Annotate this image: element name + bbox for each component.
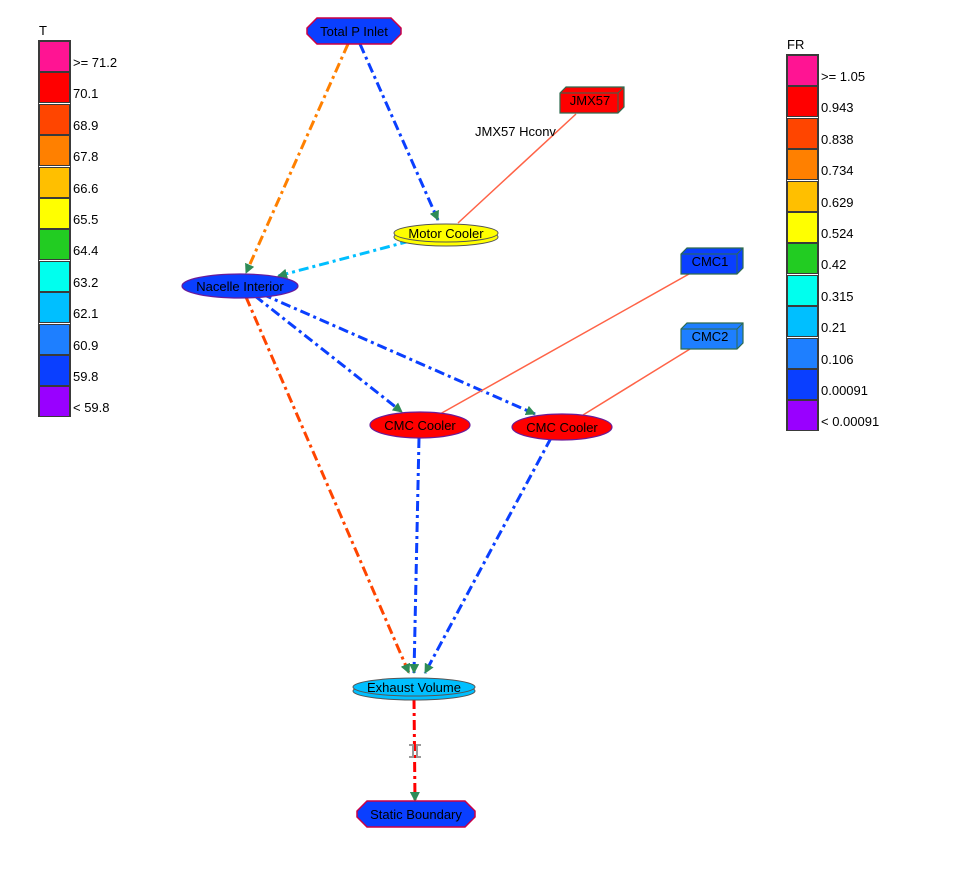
legend-swatch: [39, 260, 70, 292]
legend-swatch: [787, 243, 818, 275]
cmc1-node[interactable]: CMC1: [680, 247, 744, 275]
legend-swatch: [787, 274, 818, 306]
legend-swatch: [39, 198, 70, 229]
static-boundary-node[interactable]: Static Boundary: [356, 800, 476, 828]
flow-edge-nacelle_interior-to-exhaust_volume[interactable]: [244, 296, 411, 674]
legend-label: 62.1: [73, 306, 99, 322]
flow-edge-nacelle_interior-to-cmc_cooler_2[interactable]: [261, 292, 536, 416]
legend-label: 0.315: [821, 288, 854, 304]
legend-label: 0.106: [821, 351, 854, 367]
legend-swatch: [39, 41, 70, 72]
legend-label: 0.734: [821, 163, 854, 179]
legend-swatch: [39, 292, 70, 324]
legend-swatch: [39, 323, 70, 355]
legend-label: < 0.00091: [821, 414, 880, 430]
legend-swatch: [787, 117, 818, 149]
legend-label: 0.838: [821, 131, 854, 147]
legend-swatch: [787, 369, 818, 400]
legend-swatch: [787, 306, 818, 338]
legend-label: 0.00091: [821, 383, 868, 398]
legend-swatch: [39, 135, 70, 167]
legend-swatch: [39, 386, 70, 418]
legend-title-t: T: [39, 23, 47, 38]
legend-label: < 59.8: [73, 400, 110, 416]
conv-link-jmx57-to-motor_cooler[interactable]: [457, 113, 577, 224]
legend-swatch: [39, 229, 70, 261]
legend-label: 0.42: [821, 257, 847, 273]
legend-label: 67.8: [73, 149, 99, 165]
legend-swatch: [39, 72, 70, 104]
legend-label: 70.1: [73, 86, 99, 102]
legend-swatch: [787, 55, 818, 86]
cmc-cooler-1-label: CMC Cooler: [384, 418, 456, 433]
legend-label: 0.21: [821, 320, 847, 336]
legend-swatch: [787, 337, 818, 369]
flow-edge-motor_cooler-to-nacelle_interior[interactable]: [277, 239, 411, 279]
nacelle-interior-node[interactable]: Nacelle Interior: [181, 273, 299, 299]
cmc-cooler-2-node[interactable]: CMC Cooler: [511, 413, 613, 441]
jmx57-node[interactable]: JMX57: [559, 86, 625, 114]
legend-label: 0.943: [821, 100, 854, 116]
legend-label: 64.4: [73, 243, 99, 259]
total-p-inlet-label: Total P Inlet: [320, 24, 388, 39]
legend-swatch: [787, 212, 818, 243]
total-p-inlet-node[interactable]: Total P Inlet: [306, 17, 402, 45]
nacelle-interior-label: Nacelle Interior: [196, 279, 284, 294]
jmx57-label: JMX57: [570, 93, 610, 108]
legend-label: 65.5: [73, 212, 99, 227]
cmc2-label: CMC2: [692, 329, 729, 344]
legend-swatch: [39, 103, 70, 135]
legend-title-fr: FR: [787, 37, 805, 52]
cmc-cooler-2-label: CMC Cooler: [526, 420, 598, 435]
jmx57-hconv-label: JMX57 Hconv: [475, 124, 556, 139]
link-gap-icon: [409, 744, 421, 758]
legend-swatch: [787, 86, 818, 118]
legend-swatch: [787, 400, 818, 432]
cmc1-label: CMC1: [692, 254, 729, 269]
flow-edge-cmc_cooler_1-to-exhaust_volume[interactable]: [409, 437, 421, 674]
legend-swatch: [39, 355, 70, 386]
motor-cooler-node[interactable]: Motor Cooler: [393, 223, 499, 247]
legend-swatch: [39, 166, 70, 198]
exhaust-volume-node[interactable]: Exhaust Volume: [352, 677, 476, 701]
flow-edge-total_p_inlet-to-motor_cooler[interactable]: [358, 43, 440, 221]
cmc2-node[interactable]: CMC2: [680, 322, 744, 350]
conv-link-cmc1-to-cmc_cooler_1[interactable]: [439, 273, 690, 415]
flow-edge-exhaust_volume-to-static_boundary[interactable]: [409, 698, 420, 802]
flow-edge-total_p_inlet-to-nacelle_interior[interactable]: [244, 43, 350, 274]
legend-label: 0.524: [821, 226, 854, 241]
flow-edge-nacelle_interior-to-cmc_cooler_1[interactable]: [254, 294, 403, 414]
legend-swatch: [787, 180, 818, 212]
legend-label: >= 71.2: [73, 55, 118, 70]
motor-cooler-label: Motor Cooler: [408, 226, 484, 241]
legend-label: 66.6: [73, 180, 99, 196]
legend-label: 60.9: [73, 337, 99, 353]
flow-edge-cmc_cooler_2-to-exhaust_volume[interactable]: [423, 437, 553, 674]
cmc-cooler-1-node[interactable]: CMC Cooler: [369, 411, 471, 439]
legend-swatch: [787, 149, 818, 181]
legend-label: 0.629: [821, 194, 854, 210]
conv-link-cmc2-to-cmc_cooler_2[interactable]: [582, 348, 691, 416]
legend-label: 68.9: [73, 117, 99, 133]
static-boundary-label: Static Boundary: [370, 807, 462, 822]
legend-label: >= 1.05: [821, 69, 866, 84]
legend-label: 63.2: [73, 274, 99, 290]
legend-label: 59.8: [73, 369, 99, 384]
exhaust-volume-label: Exhaust Volume: [367, 680, 461, 695]
